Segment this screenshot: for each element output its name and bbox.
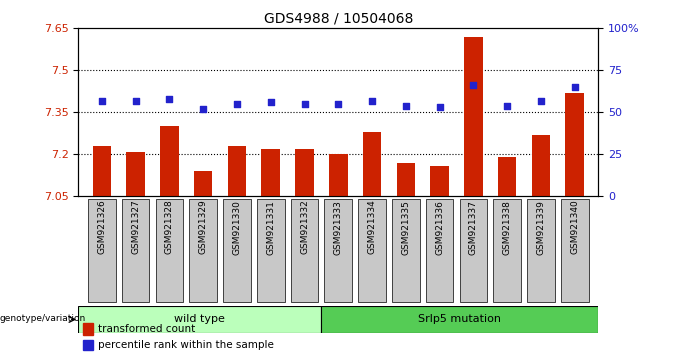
Point (97, 98, 107, 103)
FancyBboxPatch shape (223, 199, 251, 302)
Point (502, 103, 513, 109)
FancyBboxPatch shape (156, 199, 183, 302)
Point (367, 98, 377, 103)
Text: GSM921328: GSM921328 (165, 200, 174, 255)
Bar (160, 126, 179, 196)
FancyBboxPatch shape (561, 199, 589, 302)
Bar (295, 149, 313, 196)
Bar (84, 323, 92, 335)
Bar (464, 37, 483, 196)
Bar (396, 163, 415, 196)
FancyBboxPatch shape (392, 199, 420, 302)
Bar (126, 152, 145, 196)
FancyBboxPatch shape (358, 199, 386, 302)
FancyBboxPatch shape (78, 306, 321, 333)
Point (299, 101, 310, 107)
Text: GSM921333: GSM921333 (334, 200, 343, 255)
Text: GSM921331: GSM921331 (267, 200, 275, 255)
FancyBboxPatch shape (290, 199, 318, 302)
Bar (498, 157, 517, 196)
FancyBboxPatch shape (122, 199, 150, 302)
Bar (261, 149, 280, 196)
Bar (92, 146, 111, 196)
Text: GSM921338: GSM921338 (503, 200, 511, 255)
Point (198, 106, 209, 112)
Text: GSM921330: GSM921330 (233, 200, 241, 255)
Bar (430, 166, 449, 196)
Text: Srlp5 mutation: Srlp5 mutation (418, 314, 501, 325)
Text: GSM921329: GSM921329 (199, 200, 207, 255)
Text: GSM921339: GSM921339 (537, 200, 545, 255)
Text: GSM921326: GSM921326 (97, 200, 106, 255)
FancyBboxPatch shape (460, 199, 488, 302)
Text: GSM921336: GSM921336 (435, 200, 444, 255)
Point (333, 101, 343, 107)
Bar (363, 132, 381, 196)
Text: GSM921334: GSM921334 (368, 200, 377, 255)
Text: wild type: wild type (174, 314, 225, 325)
Point (468, 83, 479, 88)
Point (435, 104, 445, 110)
Title: GDS4988 / 10504068: GDS4988 / 10504068 (264, 12, 413, 26)
Point (401, 103, 411, 109)
Text: GSM921332: GSM921332 (300, 200, 309, 255)
Point (265, 99, 276, 105)
Bar (228, 146, 246, 196)
FancyBboxPatch shape (324, 199, 352, 302)
FancyBboxPatch shape (527, 199, 555, 302)
FancyBboxPatch shape (426, 199, 454, 302)
Point (164, 96, 175, 102)
Point (231, 101, 242, 107)
Text: transformed count: transformed count (98, 324, 195, 334)
Bar (84, 340, 92, 350)
FancyBboxPatch shape (189, 199, 217, 302)
Text: GSM921335: GSM921335 (401, 200, 410, 255)
FancyBboxPatch shape (321, 306, 598, 333)
Point (536, 98, 547, 103)
Bar (194, 171, 212, 196)
Text: genotype/variation: genotype/variation (0, 314, 86, 322)
Point (569, 84, 580, 90)
FancyBboxPatch shape (257, 199, 285, 302)
Text: GSM921327: GSM921327 (131, 200, 140, 255)
Bar (566, 93, 584, 196)
Text: GSM921340: GSM921340 (571, 200, 579, 255)
FancyBboxPatch shape (494, 199, 521, 302)
FancyBboxPatch shape (88, 199, 116, 302)
Text: GSM921337: GSM921337 (469, 200, 478, 255)
Bar (329, 154, 347, 196)
Text: percentile rank within the sample: percentile rank within the sample (98, 340, 274, 350)
Point (130, 98, 141, 103)
Bar (532, 135, 550, 196)
